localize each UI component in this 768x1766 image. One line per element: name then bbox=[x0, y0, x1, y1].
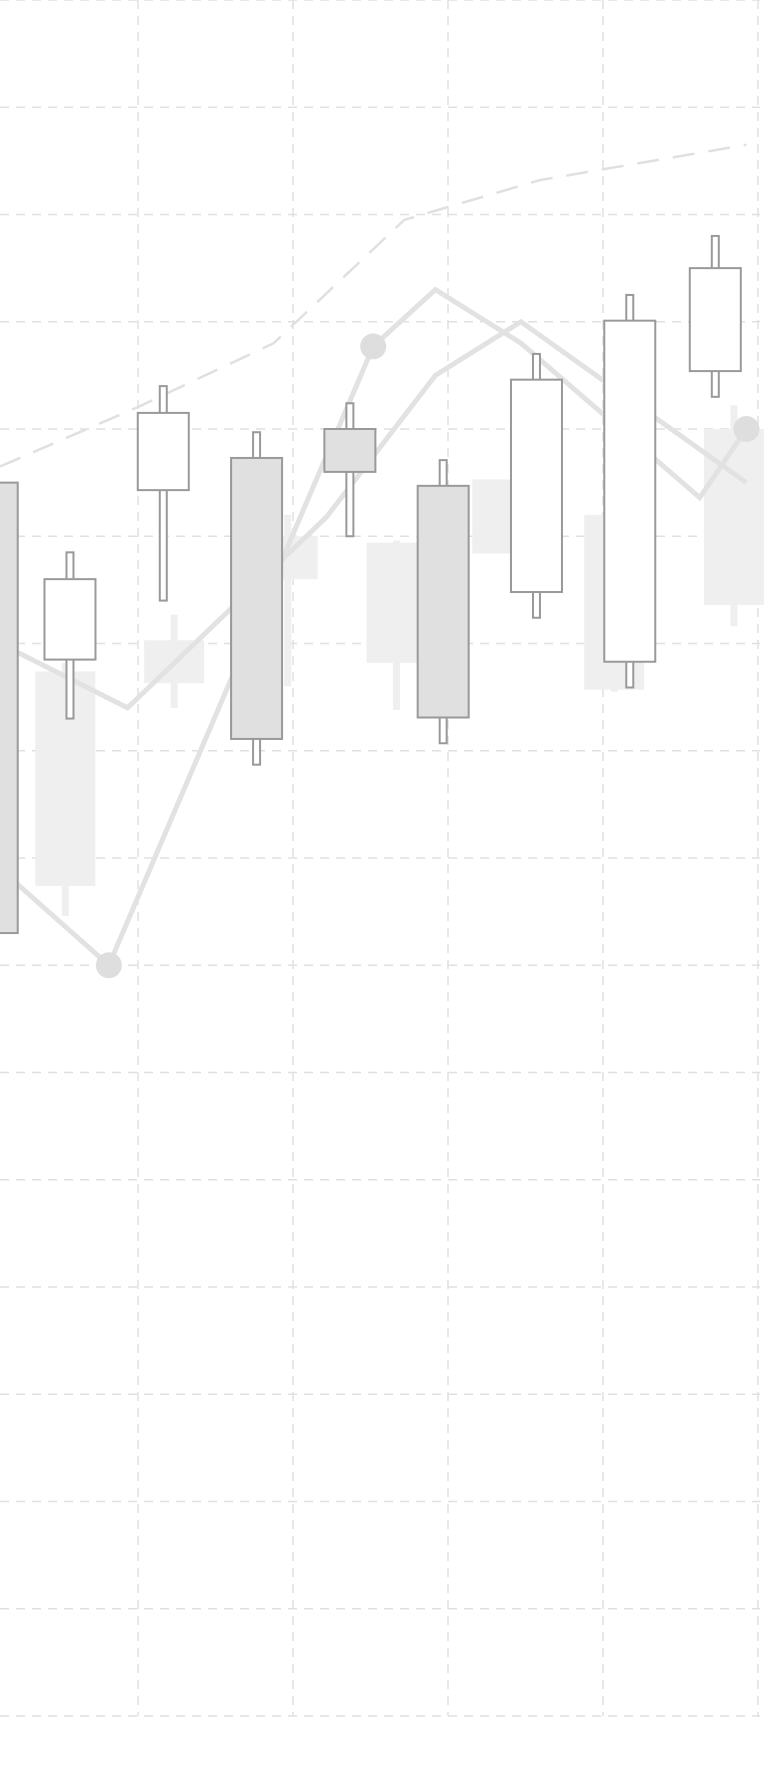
ghost-candle-body bbox=[35, 671, 96, 886]
candle-body-up bbox=[509, 378, 563, 594]
candle-wick bbox=[158, 385, 168, 602]
candle-body-up bbox=[43, 578, 97, 661]
candle-body-up bbox=[688, 267, 742, 373]
grid-layer bbox=[0, 0, 760, 1717]
candles-layer bbox=[0, 234, 742, 935]
ghost-candle-body bbox=[703, 429, 764, 605]
ghost-candle-wick bbox=[284, 514, 292, 687]
candle-body-down bbox=[0, 481, 19, 935]
dashed-trend-layer bbox=[0, 143, 747, 468]
trend-line-2 bbox=[0, 318, 748, 711]
ghost-candle-body bbox=[366, 542, 427, 663]
trend-point-marker bbox=[360, 333, 387, 360]
trend-lines-layer bbox=[0, 286, 760, 979]
dashed-trend-line bbox=[0, 143, 747, 468]
candle-body-down bbox=[323, 428, 377, 473]
candle-body-down bbox=[230, 456, 284, 740]
candle-body-down bbox=[416, 484, 470, 719]
trend-point-marker bbox=[733, 416, 760, 442]
trend-point-marker bbox=[95, 952, 122, 979]
candle-body-up bbox=[603, 319, 657, 663]
candle-body-up bbox=[136, 411, 190, 492]
